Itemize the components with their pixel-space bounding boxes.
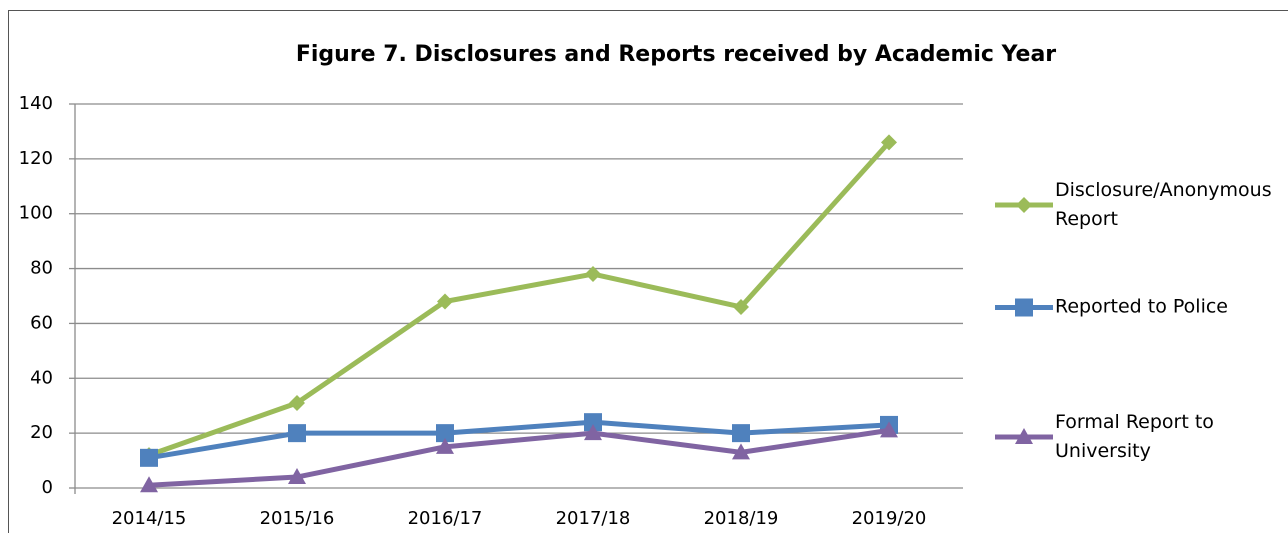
y-tick-label: 120 — [19, 148, 53, 169]
legend-marker — [1015, 298, 1033, 316]
legend-marker — [1016, 197, 1032, 213]
y-tick-label: 0 — [42, 477, 53, 498]
legend-swatch — [995, 298, 1053, 316]
y-tick-label: 100 — [19, 203, 53, 224]
series-line — [148, 419, 890, 461]
legend-swatch — [995, 197, 1053, 213]
x-tick-label: 2018/19 — [704, 508, 779, 529]
x-tick-label: 2016/17 — [408, 508, 483, 529]
legend-marker — [1015, 428, 1033, 444]
marker — [140, 448, 158, 467]
marker — [437, 293, 453, 310]
legend-item: Formal Report to University — [995, 408, 1288, 466]
y-tick-label: 60 — [30, 312, 53, 333]
marker — [733, 298, 749, 315]
marker — [436, 437, 454, 454]
marker — [880, 421, 898, 438]
series-line — [148, 140, 891, 458]
marker — [881, 134, 897, 151]
marker — [584, 424, 602, 441]
marker — [140, 476, 158, 493]
marker — [288, 424, 306, 443]
marker — [584, 413, 602, 432]
x-tick-label: 2019/20 — [852, 508, 927, 529]
x-tick-label: 2017/18 — [556, 508, 631, 529]
legend-item: Reported to Police — [995, 293, 1288, 322]
legend-label: Disclosure/Anonymous Report — [1055, 179, 1272, 230]
chart-frame — [8, 10, 1288, 533]
legend-item: Disclosure/Anonymous Report — [995, 176, 1288, 234]
legend-swatch — [995, 428, 1053, 444]
y-tick-label: 80 — [30, 258, 53, 279]
y-tick-label: 140 — [19, 93, 53, 114]
y-tick-label: 40 — [30, 367, 53, 388]
marker — [732, 443, 750, 460]
legend-label: Formal Report to University — [1055, 411, 1214, 462]
chart-title: Figure 7. Disclosures and Reports receiv… — [296, 42, 1056, 67]
marker — [732, 424, 750, 443]
series-line — [148, 427, 890, 488]
legend-label: Reported to Police — [1055, 295, 1228, 318]
marker — [288, 468, 306, 485]
marker — [289, 394, 305, 411]
marker — [436, 424, 454, 443]
x-tick-label: 2015/16 — [260, 508, 335, 529]
y-tick-label: 20 — [30, 422, 53, 443]
x-tick-label: 2014/15 — [112, 508, 187, 529]
marker — [585, 266, 601, 283]
